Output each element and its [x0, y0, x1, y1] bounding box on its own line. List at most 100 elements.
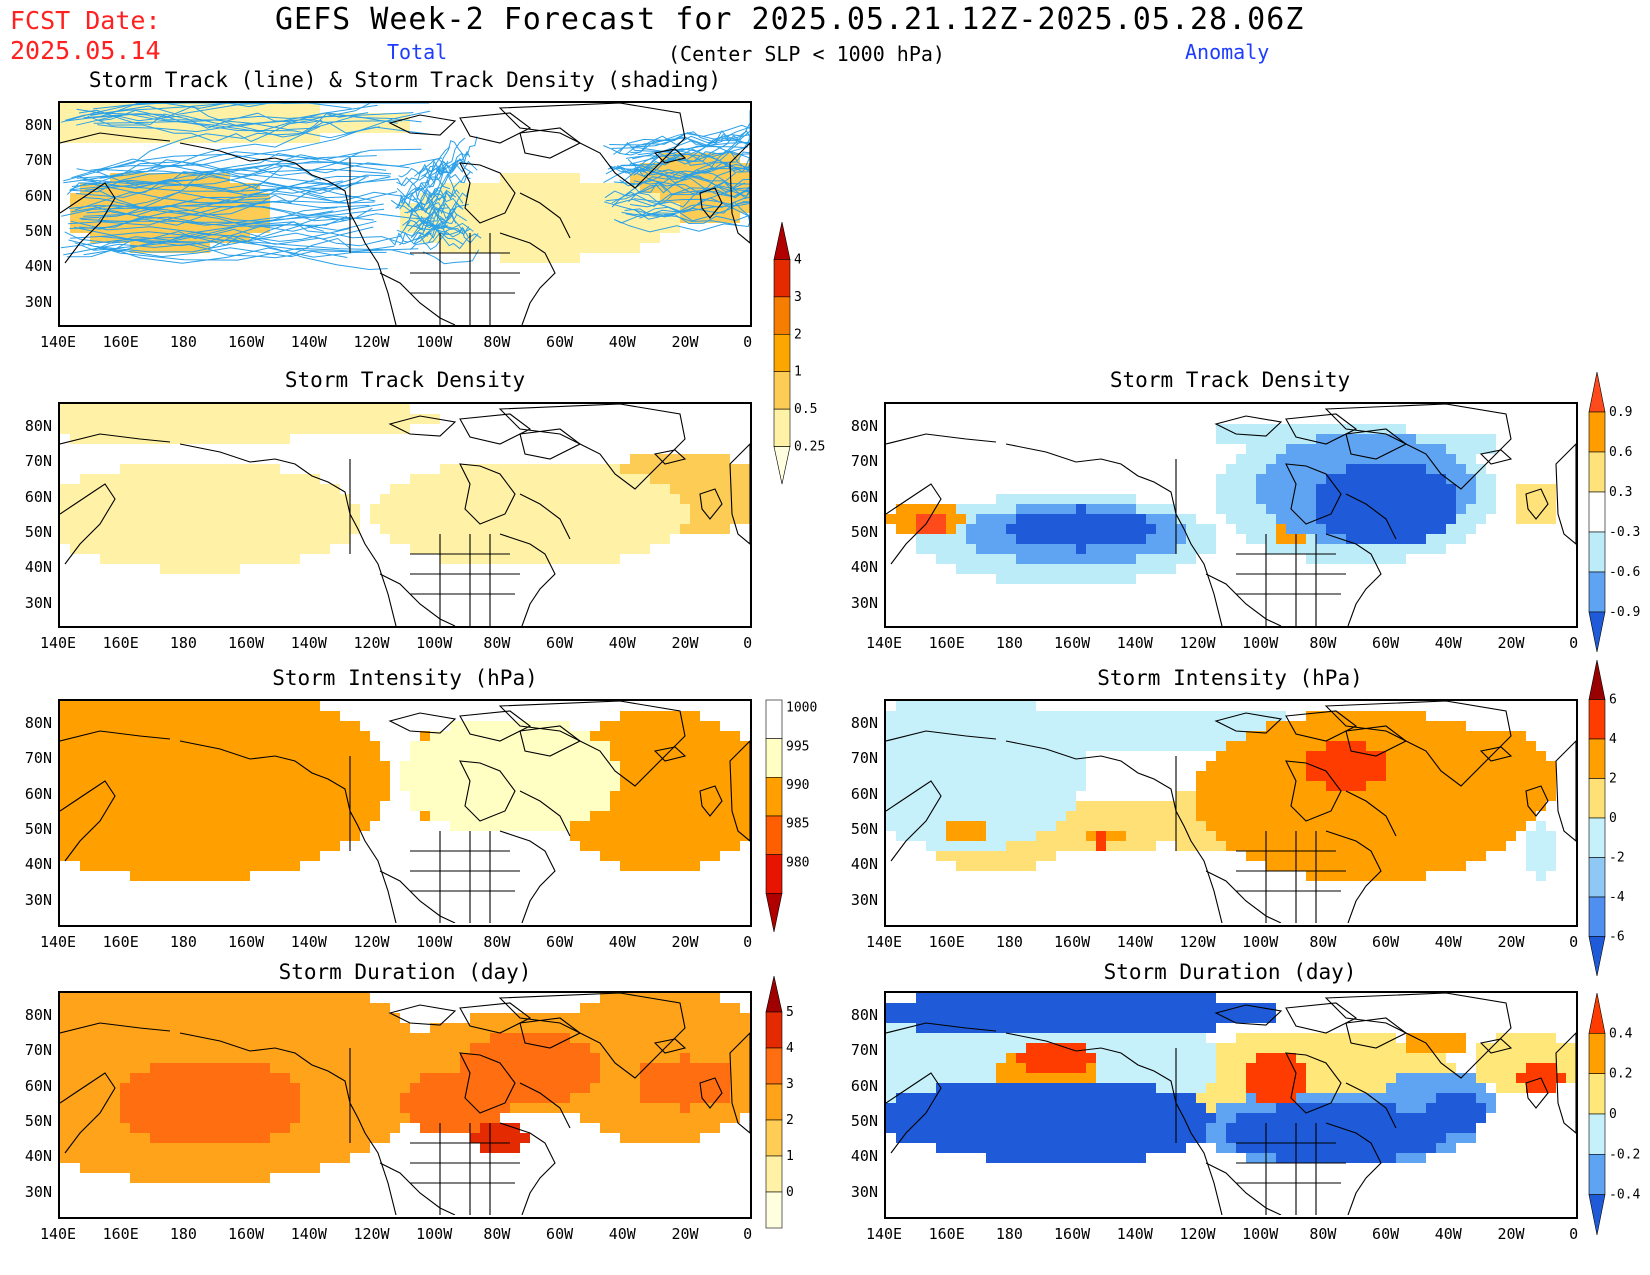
lat-tick-label: 40N [850, 558, 878, 576]
lat-tick-label: 70N [24, 1041, 52, 1059]
lon-tick-label: 0 [1569, 1225, 1579, 1243]
colorbar-tick-label: 0 [1609, 811, 1617, 826]
lon-tick-label: 160W [1054, 634, 1091, 652]
lon-tick-label: 20W [671, 333, 699, 351]
lon-tick-label: 80W [483, 1225, 511, 1243]
coastlines [60, 103, 750, 325]
colorbar-swatch [773, 333, 791, 373]
colorbar-swatch [1588, 611, 1606, 653]
lon-tick-label: 160E [102, 333, 139, 351]
colorbar-tick-label: 0.3 [1609, 485, 1632, 500]
colorbar-tick-label: -0.3 [1609, 525, 1640, 540]
lon-tick-label: 60W [546, 333, 574, 351]
lat-tick-label: 50N [850, 523, 878, 541]
lon-tick-label: 120W [1179, 933, 1216, 951]
map-track-canvas [60, 103, 750, 325]
colorbar-swatch [765, 1191, 783, 1229]
shading-field [60, 404, 750, 574]
lat-tick-label: 70N [850, 749, 878, 767]
lon-tick-label: 80W [483, 933, 511, 951]
lon-tick-label: 100W [416, 634, 453, 652]
colorbar-swatch [1588, 411, 1606, 453]
panel-title-density-anom: Storm Track Density [1109, 368, 1351, 392]
colorbar-swatch [1588, 778, 1606, 819]
map-density-total [58, 402, 752, 628]
lon-tick-label: 40W [608, 333, 636, 351]
colorbar-tick-label: 1 [794, 365, 802, 380]
colorbar-swatch [1588, 372, 1606, 413]
lon-tick-label: 20W [1497, 1225, 1525, 1243]
lon-tick-label: 60W [1372, 933, 1400, 951]
colorbar-swatch [1588, 571, 1606, 613]
colorbar-tick-label: 3 [794, 290, 802, 305]
panel-title-density-total: Storm Track Density [284, 368, 526, 392]
panel-title-intensity-anom: Storm Intensity (hPa) [1097, 666, 1363, 690]
colorbar-tick-label: 4 [794, 252, 802, 267]
colorbar-tick-label: 1 [786, 1149, 794, 1164]
lat-tick-label: 80N [850, 1006, 878, 1024]
lon-tick-label: 0 [743, 333, 753, 351]
colorbar-tick-label: 4 [1609, 732, 1617, 747]
lat-tick-label: 30N [24, 1183, 52, 1201]
colorbar-swatch [1588, 738, 1606, 779]
lon-tick-label: 160E [928, 1225, 965, 1243]
colorbar-tick-label: 0 [1609, 1107, 1617, 1122]
total-label: Total [387, 40, 448, 64]
fcst-date-label: FCST Date: [10, 6, 161, 35]
shading-field [886, 424, 1556, 584]
colorbar-swatch [773, 259, 791, 298]
colorbar-swatch [773, 222, 791, 260]
colorbar-swatch [765, 976, 783, 1013]
lon-tick-label: 100W [416, 1225, 453, 1243]
lat-tick-label: 50N [24, 523, 52, 541]
map-dt-canvas [60, 404, 750, 626]
lat-tick-label: 30N [24, 891, 52, 909]
colorbar-swatch [773, 408, 791, 447]
lon-tick-label: 140E [865, 933, 903, 951]
lon-tick-label: 20W [671, 933, 699, 951]
lon-tick-label: 80W [1309, 1225, 1337, 1243]
lat-tick-label: 70N [24, 452, 52, 470]
lat-tick-label: 80N [850, 714, 878, 732]
lon-tick-label: 60W [546, 933, 574, 951]
colorbar-tick-label: 0.25 [794, 440, 825, 455]
map-ia-canvas [886, 701, 1576, 923]
lon-tick-label: 180 [169, 333, 197, 351]
lon-tick-label: 160E [928, 634, 965, 652]
lon-tick-label: 20W [1497, 634, 1525, 652]
lat-tick-label: 70N [24, 151, 52, 169]
lon-tick-label: 180 [169, 1225, 197, 1243]
lat-tick-label: 50N [850, 1112, 878, 1130]
coastlines [60, 701, 750, 923]
colorbar-duration-total: 5 4 3 2 1 0 [765, 976, 794, 1229]
colorbar-swatch [1588, 491, 1606, 533]
panel-title-duration-total: Storm Duration (day) [278, 960, 532, 984]
lon-tick-label: 140W [290, 933, 327, 951]
colorbar-duration-anomaly: 0.4 0.2 0 -0.2 -0.4 [1588, 993, 1640, 1236]
lon-tick-label: 140E [39, 933, 77, 951]
colorbar-tick-label: -2 [1609, 851, 1625, 866]
lat-tick-label: 60N [850, 785, 878, 803]
lat-tick-label: 80N [850, 417, 878, 435]
panel-title-duration-anom: Storm Duration (day) [1103, 960, 1357, 984]
lon-tick-label: 160E [102, 634, 139, 652]
lat-tick-label: 70N [850, 1041, 878, 1059]
lat-tick-label: 60N [24, 1077, 52, 1095]
lon-tick-label: 160E [102, 933, 139, 951]
colorbar-tick-label: 0.4 [1609, 1026, 1633, 1041]
colorbar-swatch [765, 893, 783, 933]
lat-tick-label: 80N [24, 417, 52, 435]
lat-tick-label: 70N [850, 452, 878, 470]
colorbar-swatch [765, 1011, 783, 1049]
lon-tick-label: 0 [743, 1225, 753, 1243]
colorbar-swatch [773, 446, 791, 485]
panel-title-track: Storm Track (line) & Storm Track Density… [88, 68, 722, 92]
lat-tick-label: 40N [24, 1147, 52, 1165]
shading-field [886, 993, 1576, 1163]
map-duration-anomaly [884, 991, 1578, 1219]
lon-tick-label: 180 [995, 933, 1023, 951]
fcst-date-value: 2025.05.14 [10, 36, 161, 65]
colorbar-tick-label: 990 [786, 778, 809, 793]
colorbar-swatch [1588, 857, 1606, 898]
colorbar-swatch [773, 371, 791, 410]
